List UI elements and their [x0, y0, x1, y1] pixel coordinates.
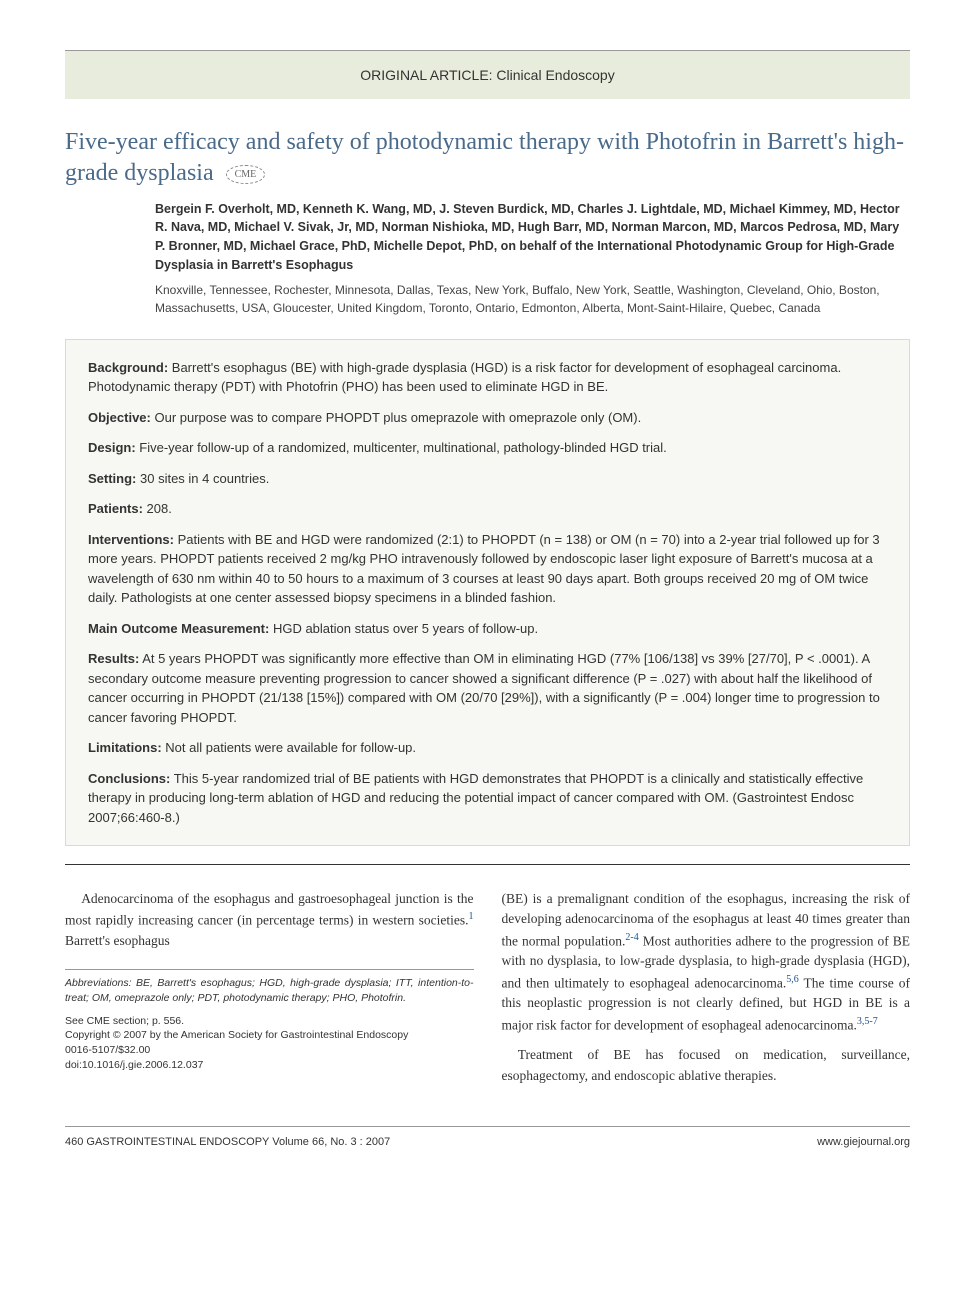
reference-link[interactable]: 3,5-7: [857, 1016, 878, 1027]
text: Barrett's esophagus: [65, 933, 170, 948]
label: Results:: [88, 651, 139, 666]
footnotes-block: Abbreviations: BE, Barrett's esophagus; …: [65, 969, 474, 1072]
text: Five-year follow-up of a randomized, mul…: [136, 440, 667, 455]
left-column: Adenocarcinoma of the esophagus and gast…: [65, 889, 474, 1096]
title-text: Five-year efficacy and safety of photody…: [65, 129, 904, 186]
label: Conclusions:: [88, 771, 170, 786]
text: This 5-year randomized trial of BE patie…: [88, 771, 863, 825]
label: Background:: [88, 360, 168, 375]
footer-right: www.giejournal.org: [817, 1135, 910, 1151]
body-paragraph: (BE) is a premalignant condition of the …: [502, 889, 911, 1035]
reference-link[interactable]: 2-4: [625, 932, 638, 943]
abstract-design: Design: Five-year follow-up of a randomi…: [88, 438, 887, 458]
cme-note: See CME section; p. 556.: [65, 1014, 474, 1029]
label: Design:: [88, 440, 136, 455]
abbreviations: Abbreviations: BE, Barrett's esophagus; …: [65, 976, 474, 1005]
label: Objective:: [88, 410, 151, 425]
abstract-outcome: Main Outcome Measurement: HGD ablation s…: [88, 619, 887, 639]
text: 208.: [143, 501, 172, 516]
abstract-patients: Patients: 208.: [88, 499, 887, 519]
page-footer: 460 GASTROINTESTINAL ENDOSCOPY Volume 66…: [65, 1126, 910, 1151]
text: Adenocarcinoma of the esophagus and gast…: [65, 891, 474, 928]
label: Interventions:: [88, 532, 174, 547]
abstract-setting: Setting: 30 sites in 4 countries.: [88, 469, 887, 489]
abstract-results: Results: At 5 years PHOPDT was significa…: [88, 649, 887, 727]
body-columns: Adenocarcinoma of the esophagus and gast…: [65, 889, 910, 1096]
page-number: 460: [65, 1136, 83, 1148]
text: Patients with BE and HGD were randomized…: [88, 532, 880, 606]
copyright: Copyright © 2007 by the American Society…: [65, 1028, 474, 1043]
cme-badge-icon: CME: [226, 165, 266, 184]
article-category-bar: ORIGINAL ARTICLE: Clinical Endoscopy: [65, 50, 910, 99]
label: Setting:: [88, 471, 136, 486]
authors-list: Bergein F. Overholt, MD, Kenneth K. Wang…: [155, 200, 910, 275]
text: Not all patients were available for foll…: [162, 740, 416, 755]
abstract-conclusions: Conclusions: This 5-year randomized tria…: [88, 769, 887, 828]
doi: doi:10.1016/j.gie.2006.12.037: [65, 1058, 474, 1073]
body-paragraph: Adenocarcinoma of the esophagus and gast…: [65, 889, 474, 951]
abstract-box: Background: Barrett's esophagus (BE) wit…: [65, 339, 910, 847]
footer-left: 460 GASTROINTESTINAL ENDOSCOPY Volume 66…: [65, 1135, 390, 1151]
text: 30 sites in 4 countries.: [136, 471, 269, 486]
abstract-limitations: Limitations: Not all patients were avail…: [88, 738, 887, 758]
label: Patients:: [88, 501, 143, 516]
authors-block: Bergein F. Overholt, MD, Kenneth K. Wang…: [65, 200, 910, 317]
body-paragraph: Treatment of BE has focused on medicatio…: [502, 1045, 911, 1086]
article-category: ORIGINAL ARTICLE: Clinical Endoscopy: [360, 67, 614, 83]
text: HGD ablation status over 5 years of foll…: [269, 621, 538, 636]
article-title: Five-year efficacy and safety of photody…: [65, 127, 910, 189]
issn: 0016-5107/$32.00: [65, 1043, 474, 1058]
divider-line: [65, 864, 910, 865]
text: Our purpose was to compare PHOPDT plus o…: [151, 410, 641, 425]
label: Limitations:: [88, 740, 162, 755]
reference-link[interactable]: 1: [469, 911, 474, 922]
abstract-background: Background: Barrett's esophagus (BE) wit…: [88, 358, 887, 397]
label: Main Outcome Measurement:: [88, 621, 269, 636]
text: Barrett's esophagus (BE) with high-grade…: [88, 360, 841, 395]
journal-info: GASTROINTESTINAL ENDOSCOPY Volume 66, No…: [83, 1136, 390, 1148]
affiliations: Knoxville, Tennessee, Rochester, Minneso…: [155, 281, 910, 317]
reference-link[interactable]: 5,6: [786, 974, 799, 985]
abstract-interventions: Interventions: Patients with BE and HGD …: [88, 530, 887, 608]
text: At 5 years PHOPDT was significantly more…: [88, 651, 880, 725]
right-column: (BE) is a premalignant condition of the …: [502, 889, 911, 1096]
abstract-objective: Objective: Our purpose was to compare PH…: [88, 408, 887, 428]
